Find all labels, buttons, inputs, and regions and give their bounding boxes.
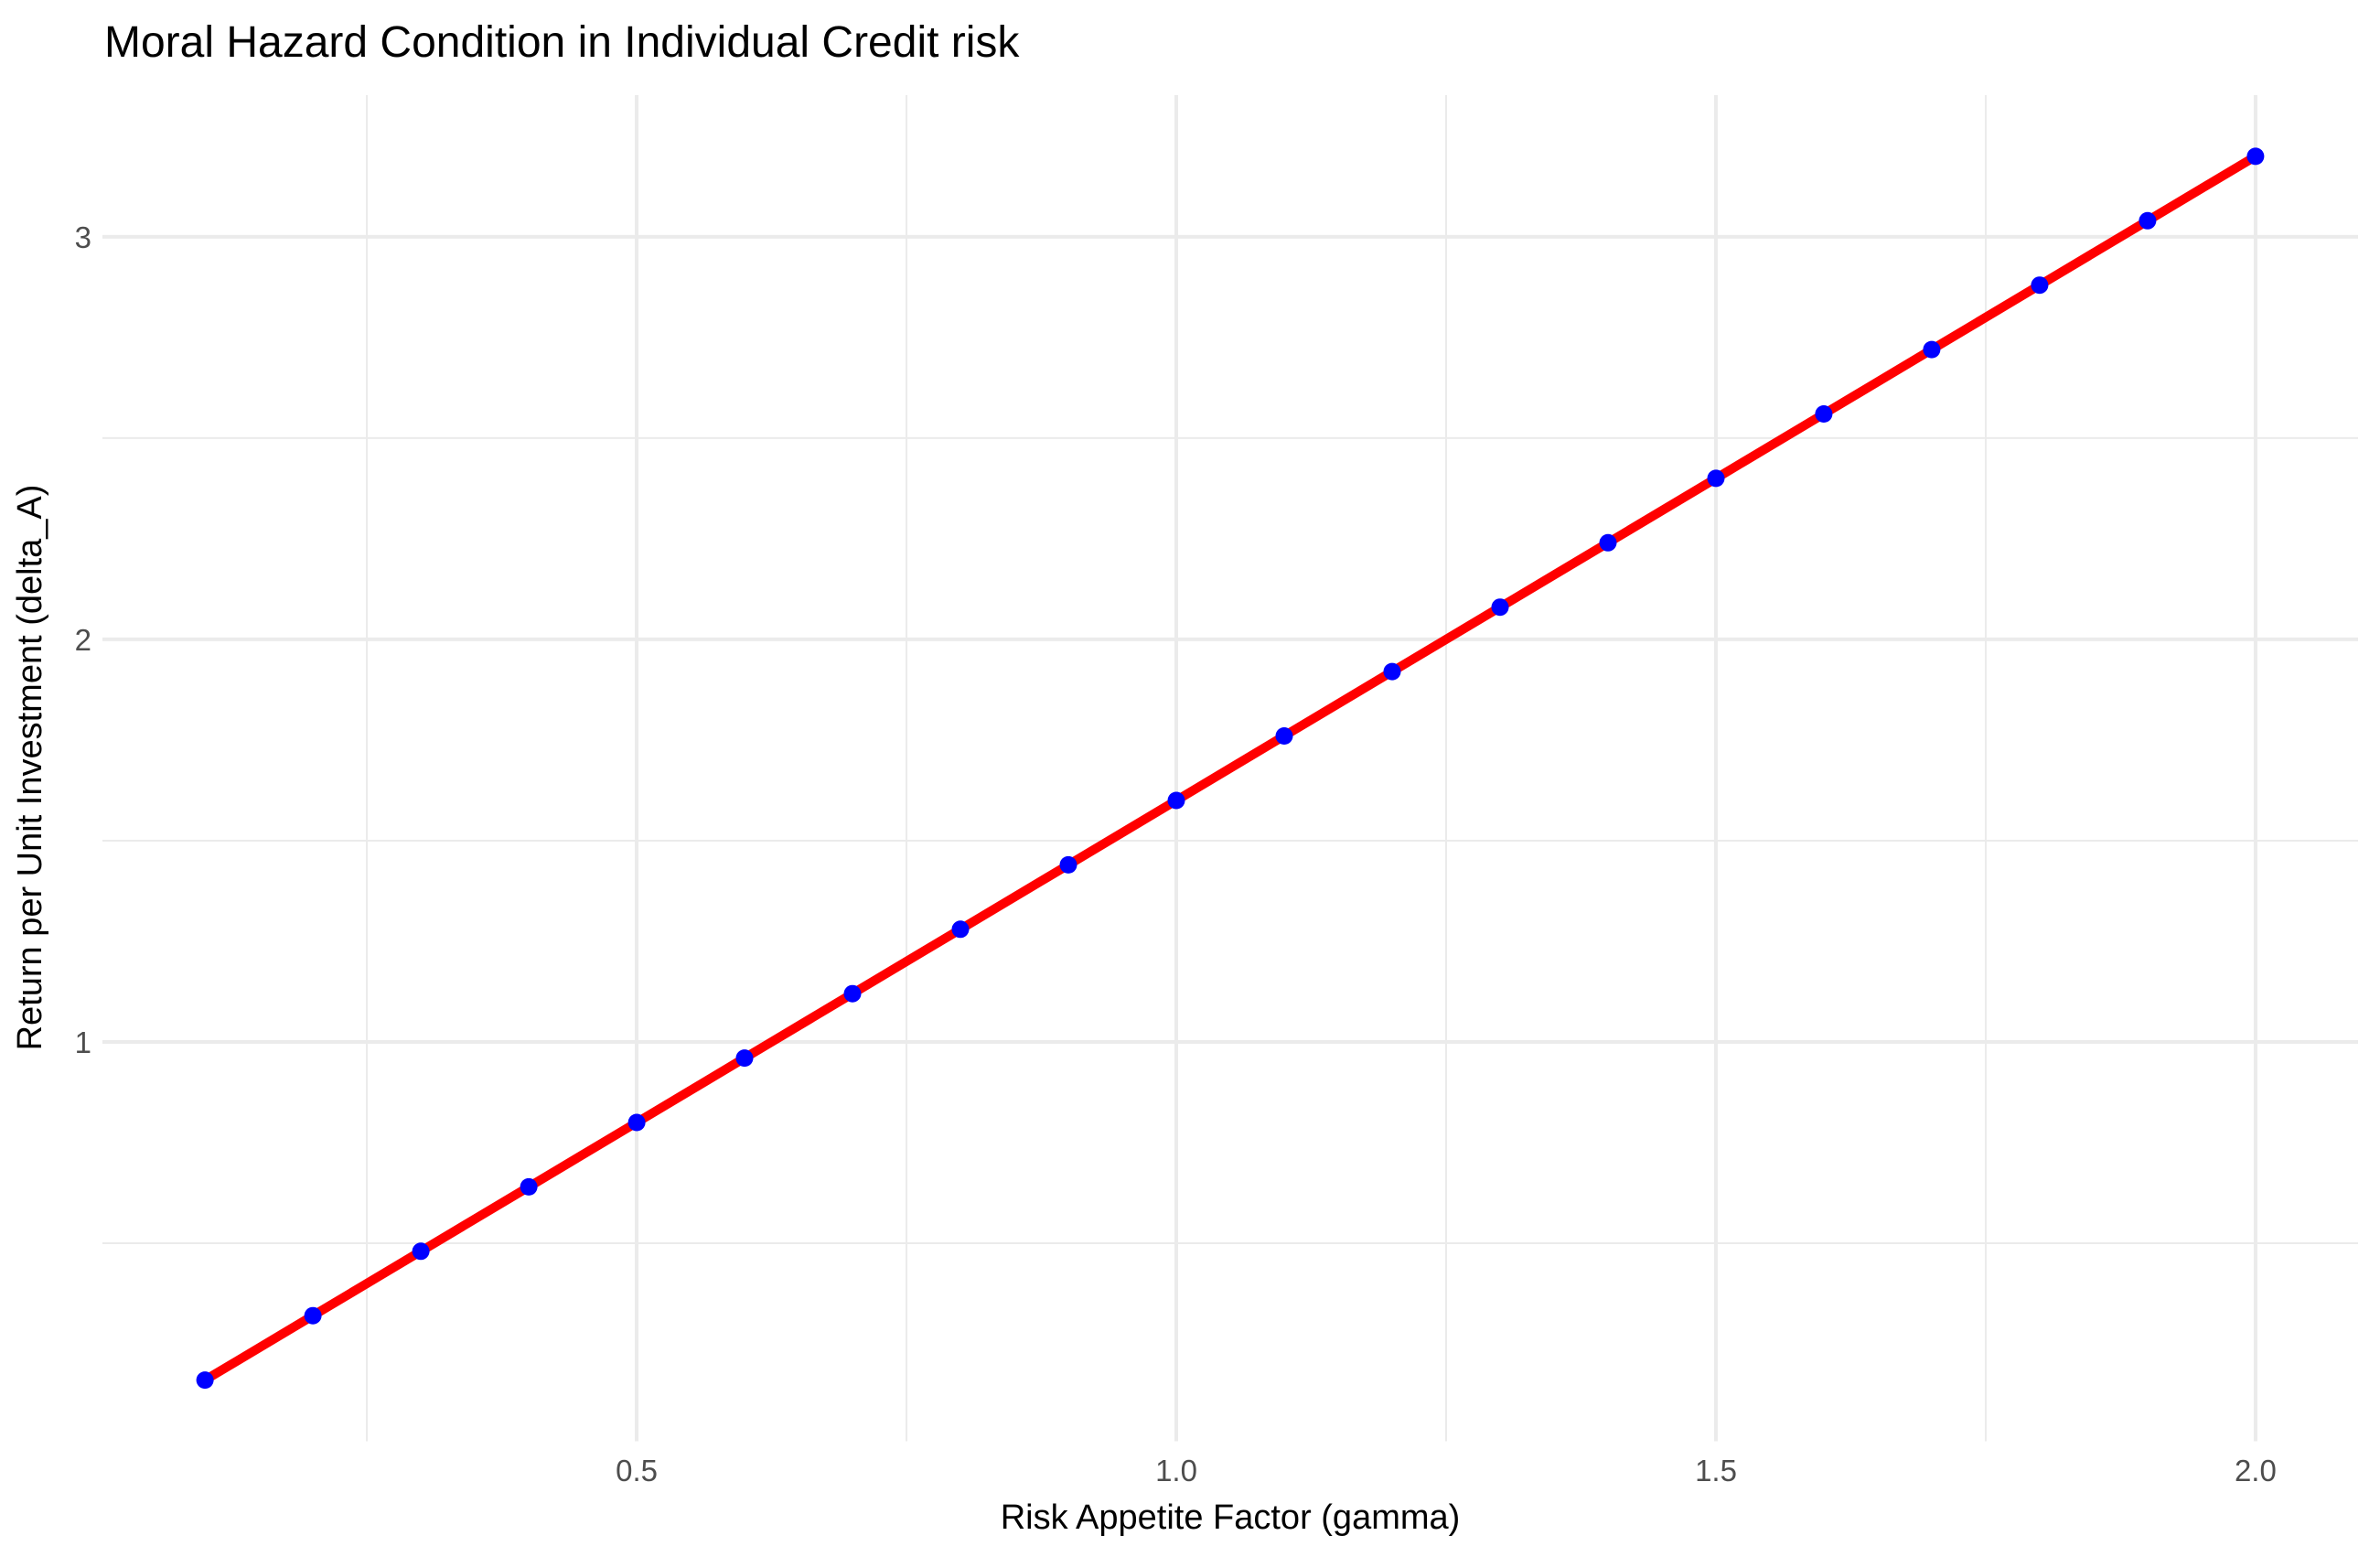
data-point (1167, 791, 1185, 810)
data-point (1059, 855, 1077, 874)
y-tick-labels: 1 2 3 (75, 220, 91, 1059)
data-point (627, 1113, 646, 1132)
data-point (1923, 340, 1941, 359)
data-point (2139, 211, 2157, 230)
data-point (1491, 598, 1509, 617)
data-point (196, 1371, 214, 1390)
x-tick-label: 2.0 (2235, 1454, 2277, 1487)
y-tick-label: 2 (75, 623, 91, 657)
data-point (2031, 276, 2049, 295)
data-point (951, 920, 970, 939)
x-tick-label: 0.5 (616, 1454, 658, 1487)
data-point (1815, 405, 1833, 423)
x-tick-label: 1.5 (1695, 1454, 1737, 1487)
data-point (1599, 533, 1617, 552)
major-gridlines (102, 95, 2358, 1442)
data-point (412, 1242, 430, 1261)
data-point (735, 1049, 754, 1068)
data-point (520, 1177, 538, 1196)
y-tick-label: 1 (75, 1025, 91, 1059)
data-points (196, 147, 2265, 1390)
data-point (2246, 147, 2265, 166)
delta-line (200, 151, 2260, 1385)
y-axis-title: Return per Unit Investment (delta_A) (11, 485, 49, 1051)
x-axis-title: Risk Appetite Factor (gamma) (1001, 1498, 1461, 1537)
data-point (1275, 727, 1293, 745)
data-point (843, 984, 862, 1003)
trend-line (200, 151, 2260, 1385)
data-point (304, 1306, 322, 1325)
x-tick-label: 1.0 (1155, 1454, 1197, 1487)
chart-title: Moral Hazard Condition in Individual Cre… (104, 18, 1020, 67)
data-point (1383, 662, 1401, 681)
x-tick-labels: 0.5 1.0 1.5 2.0 (616, 1454, 2277, 1487)
y-tick-label: 3 (75, 220, 91, 254)
data-point (1707, 469, 1725, 488)
